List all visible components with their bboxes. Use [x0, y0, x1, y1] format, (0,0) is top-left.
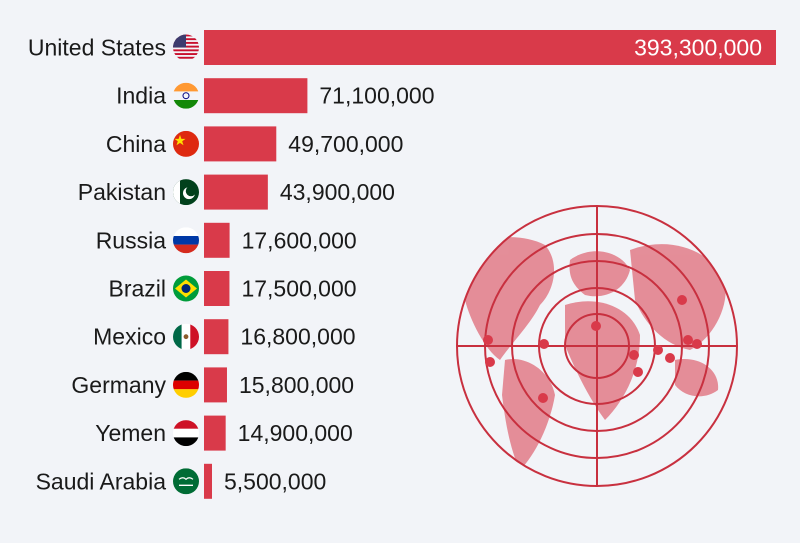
- value-label: 49,700,000: [288, 131, 403, 157]
- bar-row: Germany 15,800,000: [71, 367, 354, 403]
- bar-row: Brazil 17,500,000: [108, 271, 357, 306]
- bar-row: China 49,700,000: [106, 126, 403, 162]
- continent-shape: [569, 251, 630, 297]
- value-label: 5,500,000: [224, 468, 326, 494]
- category-label: United States: [28, 35, 166, 61]
- category-label: Germany: [71, 372, 166, 398]
- bar: [204, 30, 776, 65]
- bar: [204, 319, 229, 355]
- flag-usa-icon: [173, 34, 199, 59]
- location-pin-icon: [633, 367, 643, 377]
- location-pin-icon: [629, 350, 639, 360]
- location-pin-icon: [483, 335, 493, 345]
- bar-row: Mexico 16,800,000: [93, 319, 356, 355]
- continent-shape: [502, 359, 555, 470]
- bar: [204, 463, 212, 499]
- bar-row: India 71,100,000: [116, 78, 435, 114]
- bar: [204, 174, 268, 210]
- category-label: India: [116, 83, 166, 109]
- flag-pakistan-icon: [173, 179, 199, 206]
- location-pin-icon: [683, 335, 693, 345]
- continent-shape: [462, 237, 555, 360]
- value-label: 14,900,000: [238, 420, 353, 446]
- continent-shape: [565, 301, 640, 420]
- location-pin-icon: [539, 339, 549, 349]
- value-label: 71,100,000: [319, 83, 434, 109]
- flag-yemen-icon: [173, 420, 199, 447]
- category-label: Mexico: [93, 324, 166, 350]
- bar: [204, 222, 230, 258]
- flag-india-icon: [173, 82, 199, 109]
- category-label: Saudi Arabia: [36, 468, 167, 494]
- flag-mexico-icon: [173, 323, 199, 350]
- location-pin-icon: [665, 353, 675, 363]
- location-pin-icon: [677, 295, 687, 305]
- location-pin-icon: [591, 321, 601, 331]
- value-label: 43,900,000: [280, 179, 395, 205]
- location-pin-icon: [692, 339, 702, 349]
- world-map-target-illustration: [456, 205, 738, 487]
- bar: [204, 271, 230, 306]
- location-pin-icon: [485, 357, 495, 367]
- bar-row: Saudi Arabia 5,500,000: [36, 463, 326, 499]
- category-label: China: [106, 131, 166, 157]
- flag-brazil-icon: [173, 275, 199, 302]
- continent-shape: [630, 244, 726, 350]
- location-pin-icon: [538, 393, 548, 403]
- value-label: 393,300,000: [634, 35, 762, 61]
- location-pin-icon: [653, 345, 663, 355]
- bar-row: Yemen 14,900,000: [95, 415, 353, 451]
- flag-russia-icon: [173, 227, 199, 254]
- bar-row: Pakistan 43,900,000: [78, 174, 395, 210]
- flag-china-icon: [173, 130, 199, 157]
- bar: [204, 78, 308, 114]
- flag-saudi-arabia-icon: [173, 468, 199, 495]
- category-label: Yemen: [95, 420, 166, 446]
- continent-shape: [675, 359, 719, 397]
- category-label: Brazil: [108, 276, 166, 302]
- value-label: 17,500,000: [241, 276, 356, 302]
- bar-row: United States 393,300,000: [28, 30, 776, 65]
- bar-row: Russia 17,600,000: [96, 222, 357, 258]
- category-label: Russia: [96, 227, 167, 253]
- category-label: Pakistan: [78, 179, 166, 205]
- bar: [204, 367, 227, 403]
- bar: [204, 126, 277, 162]
- value-label: 17,600,000: [242, 227, 357, 253]
- value-label: 16,800,000: [240, 324, 355, 350]
- value-label: 15,800,000: [239, 372, 354, 398]
- bar: [204, 415, 226, 451]
- flag-germany-icon: [173, 371, 199, 398]
